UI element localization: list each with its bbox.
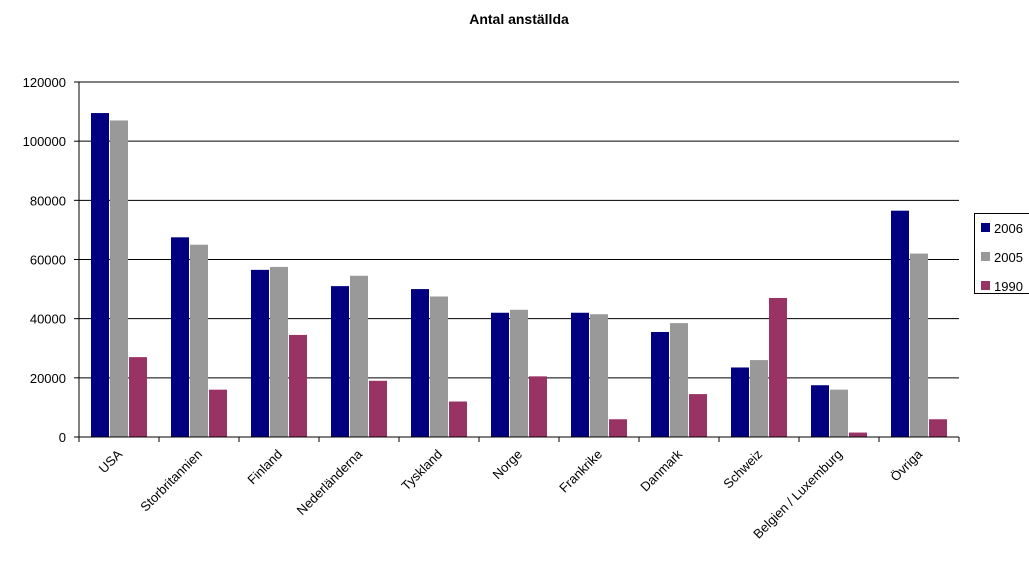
bar-2005-1 (190, 244, 208, 437)
category-label: Finland (244, 447, 285, 488)
category-label: Övriga (887, 446, 925, 484)
bar-1990-3 (369, 380, 387, 437)
gridlines (79, 81, 959, 379)
legend-label: 2006 (994, 221, 1023, 236)
bar-2005-6 (590, 314, 608, 437)
bar-1990-5 (529, 376, 547, 437)
bar-2006-8 (731, 367, 749, 437)
category-label: Danmark (637, 446, 685, 494)
bar-2006-2 (251, 269, 269, 437)
category-label: USA (96, 446, 126, 476)
bar-1990-0 (129, 357, 147, 437)
category-label: Belgien / Luxemburg (750, 447, 845, 542)
bar-2005-0 (110, 120, 128, 437)
legend: 2006 2005 1990 (974, 213, 1029, 294)
bar-1990-6 (609, 419, 627, 437)
bar-2006-6 (571, 312, 589, 437)
bar-2006-3 (331, 286, 349, 437)
y-tick-label: 60000 (30, 253, 66, 268)
bar-2006-0 (91, 113, 109, 437)
bar-1990-4 (449, 401, 467, 437)
bar-2005-8 (750, 360, 768, 437)
category-label: Tyskland (398, 447, 445, 494)
category-label: Schweiz (720, 447, 765, 492)
bar-2005-2 (270, 266, 288, 437)
legend-swatch-2005 (981, 252, 990, 261)
bar-2006-5 (491, 312, 509, 437)
bar-1990-7 (689, 394, 707, 437)
bars (91, 113, 947, 437)
category-label: Frankrike (556, 447, 605, 496)
x-axis-categories: USA Storbritannien Finland Nederländerna Tys… (78, 437, 960, 542)
bar-2005-4 (430, 296, 448, 437)
legend-swatch-1990 (981, 281, 990, 290)
y-tick-label: 120000 (23, 75, 66, 90)
bar-2005-7 (670, 323, 688, 437)
y-axis-ticks: 0 20000 40000 60000 80000 100000 120000 (23, 75, 79, 445)
axes (78, 82, 959, 438)
bar-2006-1 (171, 237, 189, 437)
bar-1990-8 (769, 297, 787, 437)
category-label: Storbritannien (137, 447, 205, 515)
chart-title: Antal anställda (469, 11, 569, 27)
y-tick-label: 0 (59, 430, 66, 445)
bar-2005-5 (510, 309, 528, 437)
category-label: Nederländerna (294, 446, 366, 518)
legend-label: 2005 (994, 250, 1023, 265)
y-tick-label: 80000 (30, 193, 66, 208)
bar-1990-9 (849, 432, 867, 437)
y-tick-label: 100000 (23, 134, 66, 149)
legend-swatch-2006 (981, 223, 990, 232)
bar-2005-9 (830, 389, 848, 437)
y-tick-label: 20000 (30, 371, 66, 386)
legend-label: 1990 (994, 279, 1023, 294)
bar-1990-1 (209, 389, 227, 437)
bar-2005-3 (350, 275, 368, 437)
bar-2006-4 (411, 289, 429, 437)
bar-2005-10 (910, 253, 928, 437)
y-tick-label: 40000 (30, 312, 66, 327)
bar-2006-9 (811, 385, 829, 437)
bar-2006-10 (891, 210, 909, 437)
bar-1990-10 (929, 419, 947, 437)
category-label: Norge (489, 447, 525, 483)
bar-2006-7 (651, 331, 669, 437)
bar-1990-2 (289, 334, 307, 437)
